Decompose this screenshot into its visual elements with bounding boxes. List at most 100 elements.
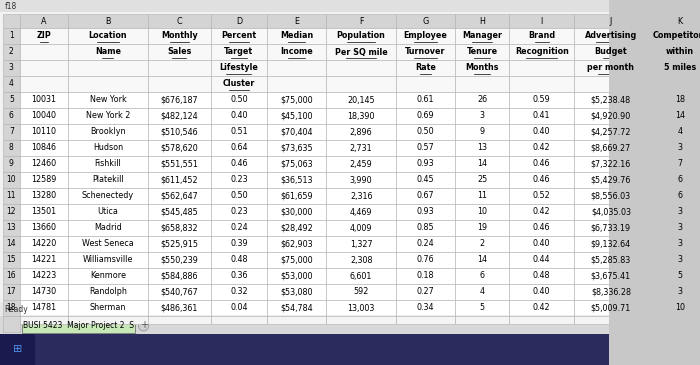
- Text: $676,187: $676,187: [160, 96, 198, 104]
- Text: 19: 19: [477, 223, 487, 233]
- Text: 6: 6: [678, 192, 682, 200]
- Text: Employee: Employee: [404, 31, 447, 41]
- Bar: [68, 172, 148, 188]
- Bar: [267, 252, 326, 268]
- Text: H: H: [480, 16, 485, 26]
- Bar: [148, 76, 211, 92]
- Bar: [20, 14, 68, 28]
- Bar: [20, 236, 68, 252]
- Bar: [455, 14, 509, 28]
- Text: 11: 11: [477, 192, 487, 200]
- Bar: [509, 220, 574, 236]
- Text: Lifestyle: Lifestyle: [219, 64, 258, 73]
- Bar: [211, 172, 267, 188]
- Text: 6: 6: [480, 272, 484, 280]
- Bar: [574, 44, 648, 60]
- Text: +: +: [139, 320, 148, 330]
- Bar: [68, 268, 148, 284]
- Text: 0.46: 0.46: [230, 160, 248, 169]
- Text: 0.64: 0.64: [230, 143, 248, 153]
- Bar: [326, 316, 396, 324]
- Bar: [267, 236, 326, 252]
- Bar: [20, 252, 68, 268]
- Bar: [509, 204, 574, 220]
- Bar: [267, 108, 326, 124]
- Text: $62,903: $62,903: [281, 239, 313, 249]
- Bar: [509, 28, 574, 44]
- Bar: [648, 140, 700, 156]
- Bar: [326, 92, 396, 108]
- Bar: [574, 172, 648, 188]
- Text: 14: 14: [6, 239, 16, 249]
- Text: 6: 6: [9, 111, 14, 120]
- Bar: [648, 252, 700, 268]
- Bar: [3, 44, 20, 60]
- Circle shape: [139, 319, 149, 331]
- Text: Fishkill: Fishkill: [94, 160, 121, 169]
- Bar: [574, 220, 648, 236]
- Text: 14: 14: [477, 160, 487, 169]
- Text: $482,124: $482,124: [160, 111, 198, 120]
- Bar: [574, 124, 648, 140]
- Text: 14220: 14220: [32, 239, 57, 249]
- Text: New York 2: New York 2: [85, 111, 130, 120]
- Text: 7: 7: [678, 160, 682, 169]
- Bar: [574, 92, 648, 108]
- Bar: [574, 204, 648, 220]
- Bar: [68, 204, 148, 220]
- Text: Kenmore: Kenmore: [90, 272, 126, 280]
- Text: Williamsville: Williamsville: [83, 255, 133, 265]
- Bar: [0, 316, 609, 334]
- Text: 3: 3: [9, 64, 14, 73]
- Bar: [648, 92, 700, 108]
- Bar: [648, 172, 700, 188]
- Bar: [396, 140, 455, 156]
- Bar: [68, 252, 148, 268]
- Bar: [396, 172, 455, 188]
- Bar: [455, 268, 509, 284]
- Text: 10040: 10040: [32, 111, 57, 120]
- Bar: [396, 268, 455, 284]
- Bar: [148, 44, 211, 60]
- Text: $658,832: $658,832: [160, 223, 198, 233]
- Bar: [396, 108, 455, 124]
- Text: $30,000: $30,000: [281, 207, 313, 216]
- Text: $510,546: $510,546: [160, 127, 198, 137]
- Text: 4,009: 4,009: [350, 223, 372, 233]
- Bar: [455, 220, 509, 236]
- Bar: [267, 76, 326, 92]
- Text: 10031: 10031: [32, 96, 57, 104]
- Bar: [648, 60, 700, 76]
- Text: Income: Income: [281, 47, 313, 57]
- Bar: [648, 220, 700, 236]
- Text: $8,336.28: $8,336.28: [591, 288, 631, 296]
- Text: 2,731: 2,731: [350, 143, 372, 153]
- Bar: [20, 76, 68, 92]
- Text: Name: Name: [95, 47, 121, 57]
- Bar: [267, 220, 326, 236]
- Text: 0.69: 0.69: [416, 111, 434, 120]
- Bar: [455, 284, 509, 300]
- Text: 18: 18: [6, 304, 16, 312]
- Text: 4: 4: [9, 80, 14, 88]
- Bar: [3, 140, 20, 156]
- Text: 0.50: 0.50: [416, 127, 434, 137]
- Text: Target: Target: [224, 47, 253, 57]
- Bar: [148, 172, 211, 188]
- Bar: [0, 0, 609, 12]
- Bar: [509, 236, 574, 252]
- Text: 7: 7: [9, 127, 14, 137]
- Bar: [267, 92, 326, 108]
- Bar: [267, 172, 326, 188]
- Bar: [396, 76, 455, 92]
- Text: J: J: [610, 16, 612, 26]
- Text: 5: 5: [9, 96, 14, 104]
- Text: within: within: [666, 47, 694, 57]
- Text: $584,886: $584,886: [160, 272, 198, 280]
- Text: 25: 25: [477, 176, 487, 184]
- Text: ⊞: ⊞: [13, 345, 22, 354]
- Text: D: D: [236, 16, 242, 26]
- Text: ZIP: ZIP: [36, 31, 51, 41]
- Text: per month: per month: [587, 64, 634, 73]
- Bar: [396, 14, 455, 28]
